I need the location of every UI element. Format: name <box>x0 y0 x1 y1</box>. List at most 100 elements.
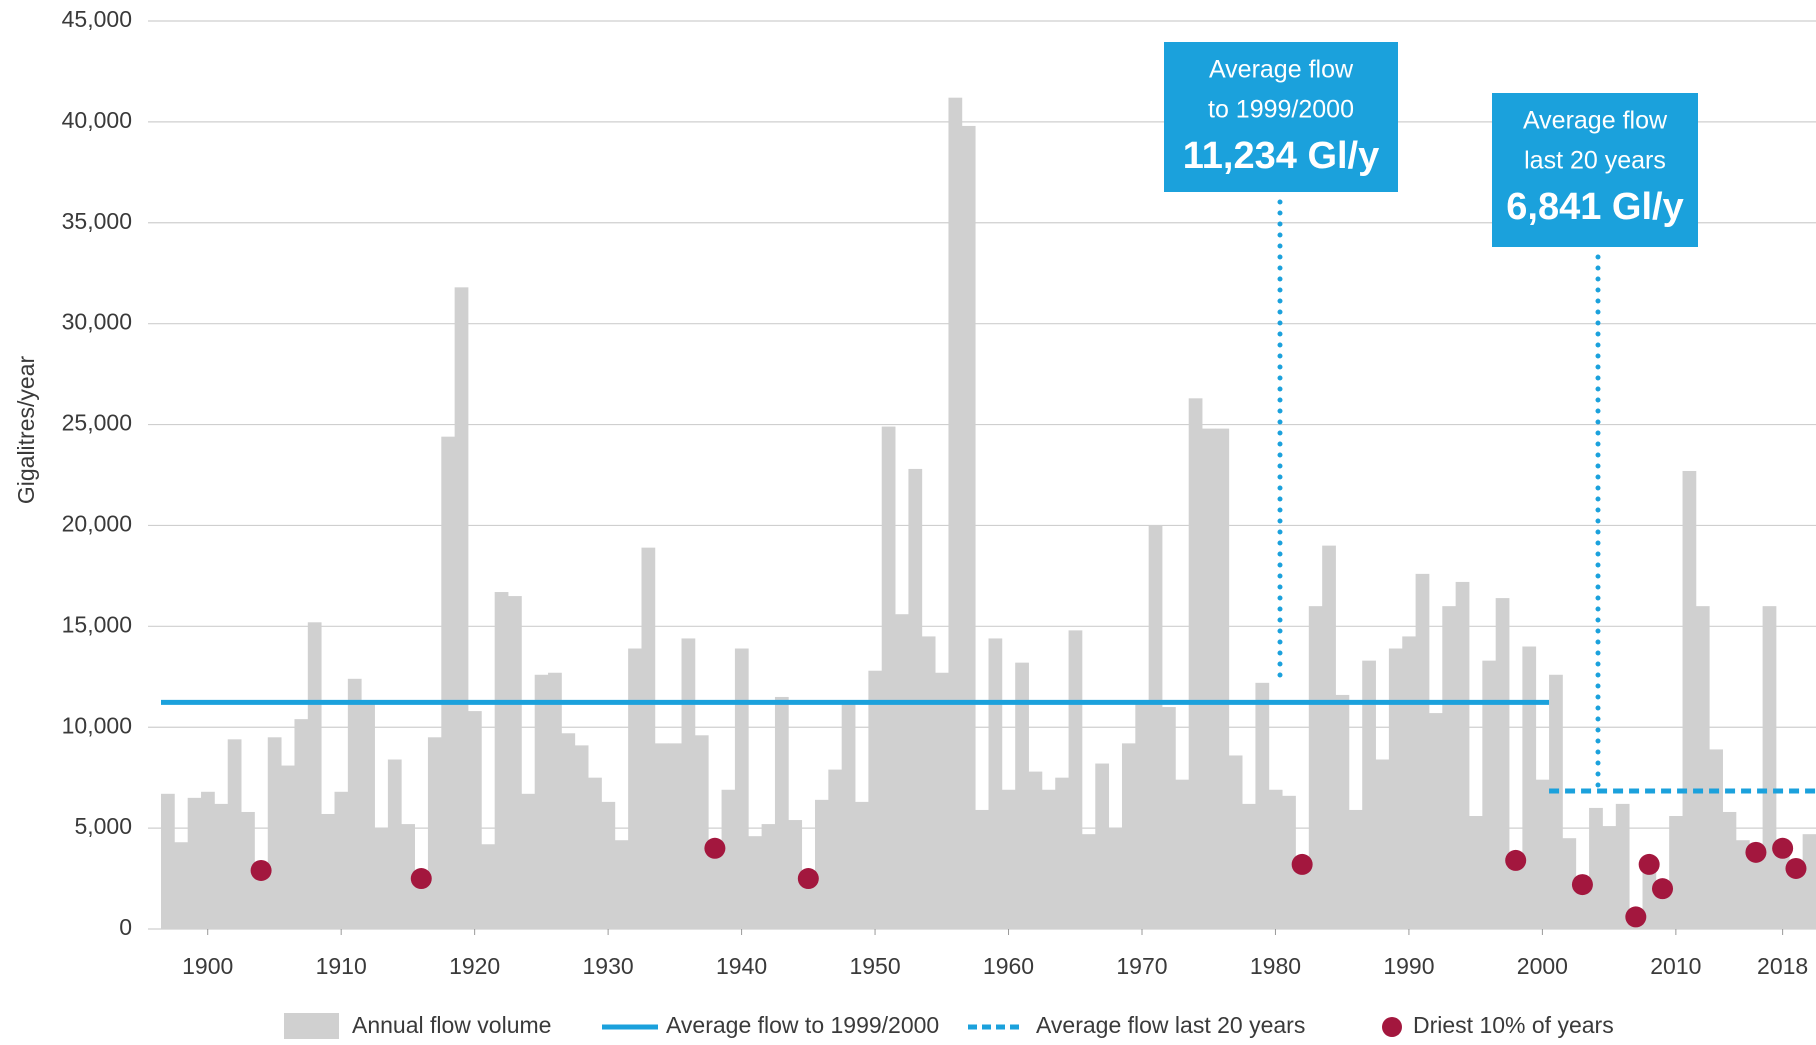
y-tick-label: 25,000 <box>62 410 132 436</box>
bar <box>281 765 295 929</box>
bar <box>1081 834 1096 929</box>
bar <box>814 799 829 929</box>
bar <box>868 670 883 929</box>
bar <box>1348 809 1363 929</box>
bar <box>935 672 949 929</box>
bar <box>1135 703 1150 929</box>
bar <box>1175 779 1190 929</box>
bar <box>1095 763 1110 929</box>
bar <box>1068 630 1083 929</box>
bar <box>841 703 856 929</box>
bar <box>1268 789 1283 929</box>
bar <box>374 828 389 929</box>
annotation-box <box>1164 42 1398 192</box>
bar <box>1589 807 1603 929</box>
legend-label: Driest 10% of years <box>1413 1012 1614 1038</box>
legend-label: Annual flow volume <box>352 1012 551 1038</box>
x-tick-label: 1960 <box>983 953 1034 979</box>
bar <box>961 125 976 930</box>
annotation-text: to 1999/2000 <box>1208 96 1354 124</box>
bar <box>1615 803 1630 929</box>
bar <box>1735 840 1750 929</box>
bar <box>1188 398 1203 929</box>
bar <box>508 596 522 929</box>
legend: Annual flow volume Average flow to 1999/… <box>284 1012 1614 1039</box>
bar <box>521 793 536 929</box>
bar <box>214 803 229 929</box>
dry-year-dot <box>410 868 432 890</box>
bar <box>694 735 709 929</box>
x-tick-label: 1970 <box>1116 953 1167 979</box>
grid <box>148 20 1816 930</box>
bar <box>1228 755 1243 929</box>
bar <box>1282 795 1296 929</box>
x-tick-label: 1930 <box>583 953 634 979</box>
bar <box>828 769 843 929</box>
dry-year-dot <box>1652 878 1674 900</box>
bar <box>1202 428 1216 929</box>
bar <box>1295 864 1310 929</box>
bar <box>761 824 776 929</box>
dry-year-dot <box>1571 874 1593 896</box>
bar <box>1322 545 1336 929</box>
bar <box>975 809 989 929</box>
dry-year-dot <box>250 859 272 881</box>
bar <box>414 878 429 929</box>
bar <box>1562 838 1577 929</box>
bar <box>347 678 362 929</box>
bar <box>748 836 763 929</box>
annotation-text: Average flow <box>1209 56 1354 84</box>
y-tick-label: 45,000 <box>62 6 132 32</box>
bar <box>1522 646 1537 929</box>
x-tick-label: 1950 <box>849 953 900 979</box>
x-tick-label: 1940 <box>716 953 767 979</box>
dry-year-dot <box>797 868 819 890</box>
bar <box>588 777 602 929</box>
y-tick-label: 10,000 <box>62 712 132 738</box>
bar <box>1602 826 1617 929</box>
legend-label: Average flow to 1999/2000 <box>666 1012 939 1038</box>
bar <box>1642 864 1657 929</box>
bar <box>1549 674 1563 929</box>
bar <box>187 797 202 929</box>
bar <box>1695 606 1710 929</box>
bar <box>1669 816 1683 929</box>
bar <box>895 614 909 929</box>
bar <box>1121 743 1136 929</box>
y-axis-label: Gigalitres/year <box>13 356 39 505</box>
bar <box>267 737 282 929</box>
bar <box>1242 803 1256 929</box>
bar <box>628 648 642 929</box>
bar <box>1655 888 1670 929</box>
bar <box>1428 713 1443 929</box>
bar <box>1802 834 1816 929</box>
dry-year-dot <box>1625 906 1647 928</box>
bar <box>801 878 816 929</box>
bar <box>881 426 896 929</box>
dry-year-dot <box>1291 853 1313 875</box>
bar <box>254 870 269 929</box>
bar <box>321 813 335 929</box>
bar <box>1535 779 1550 929</box>
legend-label: Average flow last 20 years <box>1036 1012 1305 1038</box>
bar <box>561 733 576 929</box>
bar <box>855 801 869 929</box>
bar <box>1455 581 1470 929</box>
bar <box>548 672 562 929</box>
bar <box>174 842 189 929</box>
bar <box>721 789 736 929</box>
annotation-text: Average flow <box>1523 107 1668 135</box>
bar <box>1442 606 1457 929</box>
x-tick-label: 1920 <box>449 953 500 979</box>
bar <box>427 737 442 929</box>
bar <box>1308 606 1323 929</box>
bar <box>1709 749 1723 929</box>
y-tick-label: 35,000 <box>62 208 132 234</box>
bar <box>1215 428 1230 929</box>
bar <box>908 468 923 929</box>
bar <box>1495 598 1510 929</box>
annotation-value: 6,841 Gl/y <box>1506 186 1683 228</box>
bar <box>1789 868 1804 929</box>
bar <box>401 824 415 929</box>
